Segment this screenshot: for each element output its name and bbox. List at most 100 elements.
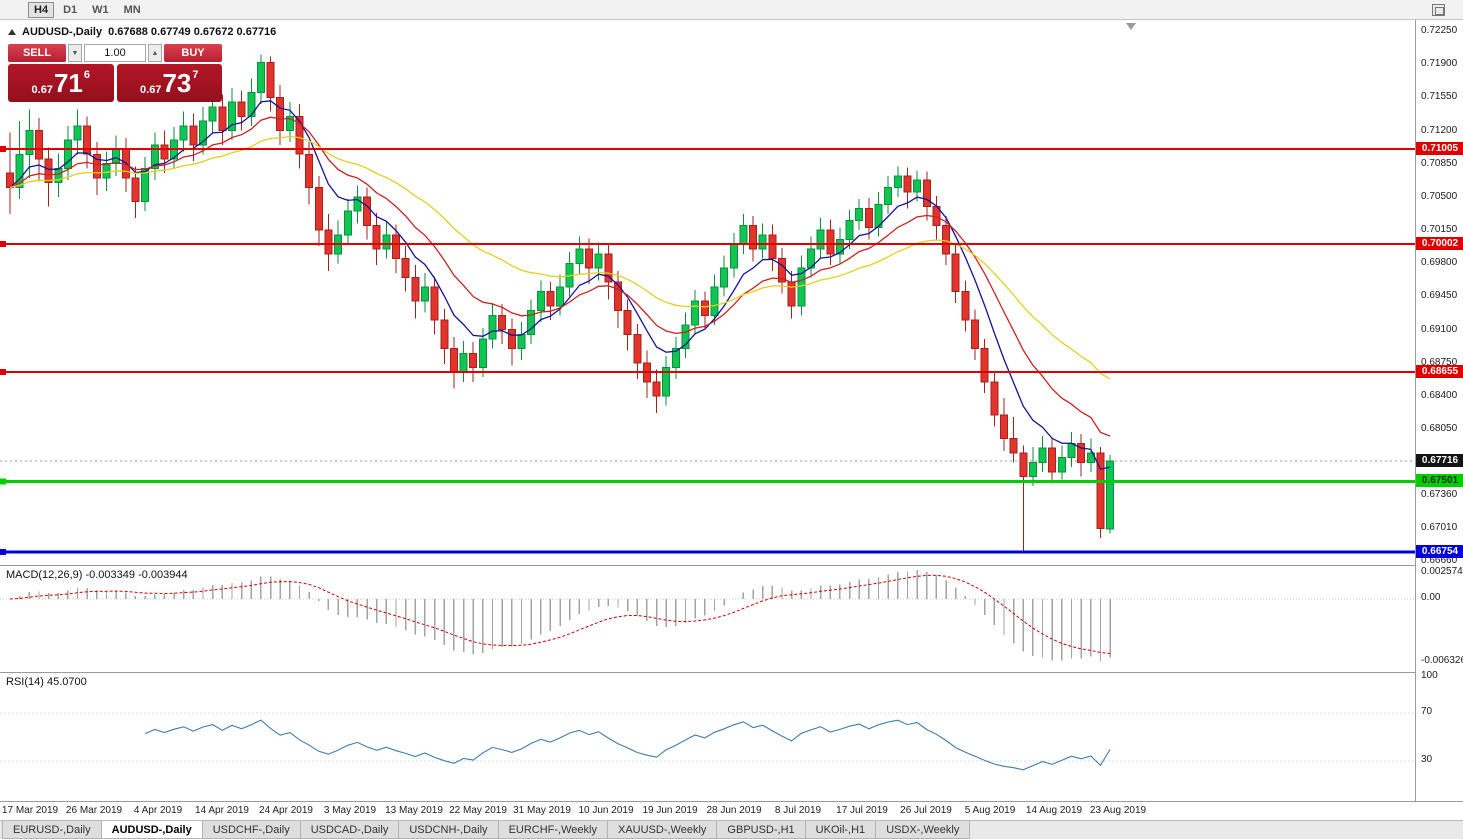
price-tag-0.71005[interactable]: 0.71005 bbox=[1416, 142, 1463, 155]
price-scale-label: 0.69800 bbox=[1421, 257, 1458, 268]
one-click-toggle-icon[interactable] bbox=[8, 29, 16, 35]
buy-price-pip-digit: 7 bbox=[192, 69, 199, 81]
time-axis-label: 28 Jun 2019 bbox=[706, 805, 762, 816]
rsi-label: RSI(14) 45.0700 bbox=[6, 676, 87, 688]
price-scale-label: 0.67360 bbox=[1421, 489, 1458, 500]
sell-price-pip-digit: 6 bbox=[83, 69, 90, 81]
rsi-scale-label: 100 bbox=[1421, 670, 1438, 681]
rsi-scale-label: 30 bbox=[1421, 754, 1433, 765]
rsi-line bbox=[144, 719, 1111, 771]
rsi-chart[interactable] bbox=[0, 673, 1415, 802]
volume-decrease-button[interactable]: ▼ bbox=[68, 44, 82, 62]
price-scale-label: 0.66660 bbox=[1421, 555, 1458, 566]
macd-scale-label: 0.00 bbox=[1421, 592, 1441, 603]
sell-button[interactable]: SELL bbox=[8, 44, 66, 62]
line-anchor-handle[interactable] bbox=[0, 368, 6, 375]
tab-usdx-weekly[interactable]: USDX-,Weekly bbox=[875, 821, 971, 839]
tab-eurchf-weekly[interactable]: EURCHF-,Weekly bbox=[497, 821, 608, 839]
main-chart[interactable] bbox=[0, 20, 1415, 565]
price-scale-label: 0.71900 bbox=[1421, 58, 1458, 69]
time-axis-label: 31 May 2019 bbox=[513, 805, 571, 816]
chart-shift-marker-icon[interactable] bbox=[1126, 23, 1136, 30]
rsi-indicator-panel: RSI(14) 45.0700 bbox=[0, 672, 1415, 801]
price-scale-label: 0.71200 bbox=[1421, 125, 1458, 136]
macd-signal-line bbox=[9, 574, 1111, 654]
candles bbox=[6, 54, 1115, 551]
sell-price-prefix: 0.67 bbox=[31, 84, 53, 96]
line-anchor-handle[interactable] bbox=[0, 549, 6, 556]
tab-gbpusd-h1[interactable]: GBPUSD-,H1 bbox=[716, 821, 806, 839]
ema-14-line bbox=[9, 116, 1111, 437]
buy-price-prefix: 0.67 bbox=[140, 84, 162, 96]
price-scale-label: 0.68050 bbox=[1421, 423, 1458, 434]
timeframe-button-h4[interactable]: H4 bbox=[28, 1, 55, 18]
time-axis-label: 3 May 2019 bbox=[323, 805, 377, 816]
macd-chart[interactable] bbox=[0, 566, 1415, 673]
tab-audusd-daily[interactable]: AUDUSD-,Daily bbox=[100, 821, 203, 839]
time-axis-label: 22 May 2019 bbox=[449, 805, 507, 816]
time-axis-label: 10 Jun 2019 bbox=[578, 805, 634, 816]
time-axis-label: 14 Aug 2019 bbox=[1025, 805, 1083, 816]
one-click-trading-panel: SELL ▼ ▲ BUY 0.67 71 6 0.67 73 7 bbox=[8, 44, 222, 102]
timeframe-button-w1[interactable]: W1 bbox=[92, 3, 109, 16]
chart-info-line: AUDUSD-,Daily 0.67688 0.67749 0.67672 0.… bbox=[8, 26, 276, 38]
time-axis-label: 14 Apr 2019 bbox=[195, 805, 249, 816]
timeframe-buttons: H4 D1 W1 MN bbox=[28, 1, 147, 18]
time-axis-label: 26 Jul 2019 bbox=[900, 805, 952, 816]
price-scale-label: 0.69100 bbox=[1421, 324, 1458, 335]
time-axis-label: 26 Mar 2019 bbox=[65, 805, 123, 816]
rsi-scale-label: 70 bbox=[1421, 706, 1433, 717]
tab-xauusd-weekly[interactable]: XAUUSD-,Weekly bbox=[606, 821, 718, 839]
timeframe-button-d1[interactable]: D1 bbox=[63, 3, 78, 16]
price-scale-label: 0.67010 bbox=[1421, 522, 1458, 533]
price-chart-panel: AUDUSD-,Daily 0.67688 0.67749 0.67672 0.… bbox=[0, 20, 1415, 565]
sell-price-display[interactable]: 0.67 71 6 bbox=[8, 64, 114, 102]
tab-eurusd-daily[interactable]: EURUSD-,Daily bbox=[2, 821, 102, 839]
price-tag-0.66754[interactable]: 0.66754 bbox=[1416, 545, 1463, 558]
volume-increase-button[interactable]: ▲ bbox=[148, 44, 162, 62]
price-scale-label: 0.68750 bbox=[1421, 357, 1458, 368]
time-axis-label: 19 Jun 2019 bbox=[642, 805, 698, 816]
window-restore-icon[interactable] bbox=[1432, 4, 1445, 16]
time-axis-label: 13 May 2019 bbox=[385, 805, 443, 816]
tab-usdchf-daily[interactable]: USDCHF-,Daily bbox=[201, 821, 301, 839]
ema-30-line bbox=[9, 135, 1111, 380]
tab-ukoil-h1[interactable]: UKOil-,H1 bbox=[804, 821, 877, 839]
timeframe-button-mn[interactable]: MN bbox=[123, 3, 141, 16]
price-scale-label: 0.70850 bbox=[1421, 158, 1458, 169]
price-scale-label: 0.70500 bbox=[1421, 191, 1458, 202]
tab-usdcnh-daily[interactable]: USDCNH-,Daily bbox=[398, 821, 499, 839]
time-axis-label: 24 Apr 2019 bbox=[259, 805, 313, 816]
buy-price-big-digits: 73 bbox=[162, 68, 192, 98]
sell-price-big-digits: 71 bbox=[53, 68, 83, 98]
macd-histogram bbox=[18, 570, 1111, 661]
price-scale-label: 0.69450 bbox=[1421, 290, 1458, 301]
time-axis[interactable]: 17 Mar 2019 26 Mar 2019 4 Apr 2019 14 Apr 2… bbox=[0, 801, 1463, 820]
line-anchor-handle[interactable] bbox=[0, 478, 6, 485]
time-axis-label: 5 Aug 2019 bbox=[964, 805, 1016, 816]
chart-symbol-label: AUDUSD-,Daily bbox=[22, 26, 103, 38]
price-tag-0.70002[interactable]: 0.70002 bbox=[1416, 237, 1463, 250]
timeframe-toolbar: H4 D1 W1 MN bbox=[0, 0, 1463, 20]
price-scale-label: 0.72250 bbox=[1421, 25, 1458, 36]
time-axis-label: 4 Apr 2019 bbox=[133, 805, 183, 816]
line-anchor-handle[interactable] bbox=[0, 146, 6, 152]
price-scale[interactable]: 0.72250 0.71900 0.71550 0.71200 0.70850 0.705… bbox=[1415, 20, 1463, 801]
price-tag-0.67501[interactable]: 0.67501 bbox=[1416, 474, 1463, 487]
chart-ohlc-label: 0.67688 0.67749 0.67672 0.67716 bbox=[108, 26, 277, 38]
line-anchor-handle[interactable] bbox=[0, 241, 6, 248]
macd-scale-label: -0.0063260 bbox=[1421, 655, 1463, 666]
buy-button[interactable]: BUY bbox=[164, 44, 222, 62]
price-scale-label: 0.71550 bbox=[1421, 91, 1458, 102]
time-axis-label: 23 Aug 2019 bbox=[1089, 805, 1147, 816]
price-scale-label: 0.68400 bbox=[1421, 390, 1458, 401]
price-tag-0.68655[interactable]: 0.68655 bbox=[1416, 365, 1463, 378]
volume-input[interactable] bbox=[84, 44, 146, 62]
time-axis-label: 8 Jul 2019 bbox=[774, 805, 822, 816]
current-price-tag: 0.67716 bbox=[1416, 454, 1463, 467]
buy-price-display[interactable]: 0.67 73 7 bbox=[116, 64, 222, 102]
time-axis-label: 17 Mar 2019 bbox=[1, 805, 59, 816]
macd-indicator-panel: MACD(12,26,9) -0.003349 -0.003944 bbox=[0, 565, 1415, 672]
tab-usdcad-daily[interactable]: USDCAD-,Daily bbox=[299, 821, 400, 839]
